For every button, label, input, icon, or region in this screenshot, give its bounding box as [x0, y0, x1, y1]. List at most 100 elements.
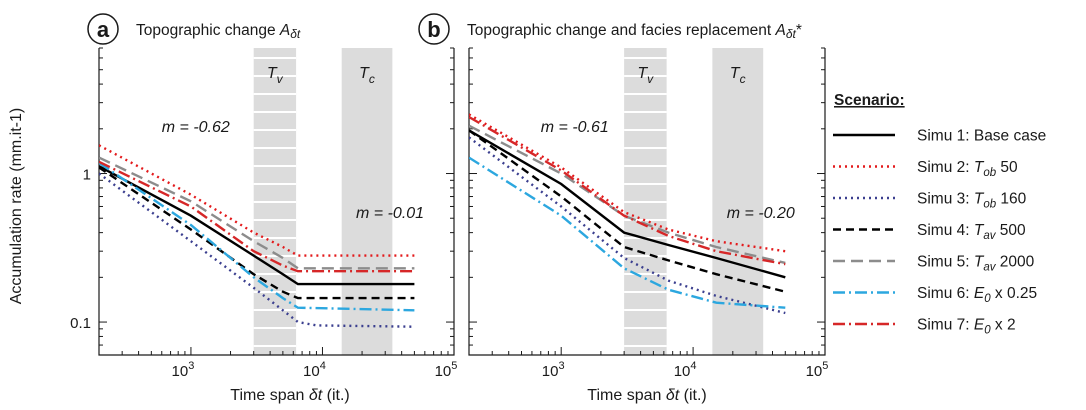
legend-label-pre: Simu 5: — [917, 254, 974, 271]
x-axis-label-b-suffix: (it.) — [679, 387, 707, 404]
x-tick-label-base-b: 10 — [806, 363, 823, 380]
legend: Scenario: Simu 1: Base case Simu 2: Tob 5… — [833, 92, 1046, 337]
panel-b-title-sym: A — [774, 22, 785, 39]
x-axis-label-a-suffix: (it.) — [322, 387, 350, 404]
y-tick-label-a: 0.1 — [70, 315, 91, 332]
panel-b-badge: b — [427, 17, 440, 42]
slope-annotation-b-m1: m = -0.61 — [541, 119, 609, 136]
band-tc-label-b: Tc — [730, 65, 746, 86]
panel-b-title: Topographic change and facies replacemen… — [467, 22, 802, 41]
series-line-1-a — [99, 165, 415, 286]
series-line-4-a — [99, 166, 415, 300]
y-tick-label-a: 1 — [83, 167, 91, 184]
x-tick-label-a: 103 — [172, 360, 195, 380]
panel-a-header: a Topographic change Aδt — [87, 13, 301, 45]
panel-a-title-sub: δt — [290, 27, 301, 41]
x-tick-label-base-a: 10 — [435, 363, 452, 380]
axes-frame-a — [98, 48, 455, 356]
series-line-3-a — [99, 172, 415, 328]
panel-a-title-text: Topographic change — [136, 22, 280, 39]
x-tick-label-exp-a: 5 — [451, 360, 457, 372]
band-tv-symbol-b: T — [637, 65, 648, 82]
series-line-2-a — [99, 144, 415, 257]
legend-label-sub: ob — [983, 199, 996, 211]
x-tick-label-b: 103 — [542, 360, 565, 380]
legend-label-4: Simu 4: Tav 500 — [917, 222, 1026, 242]
x-tick-label-exp-b: 3 — [558, 360, 564, 372]
series-line-5-b — [469, 124, 786, 265]
series-line-7-a — [99, 160, 415, 273]
legend-label-3: Simu 3: Tob 160 — [917, 191, 1027, 211]
legend-label-pre: Simu 4: — [917, 222, 974, 239]
series-group-a — [99, 144, 415, 328]
series-line-3-b — [469, 136, 786, 315]
series-line-6-b — [469, 156, 786, 309]
panel-b-title-text: Topographic change and facies replacemen… — [467, 22, 775, 39]
series-line-4-b — [469, 129, 786, 293]
x-tick-label-exp-a: 3 — [188, 360, 194, 372]
legend-label-sym: T — [974, 222, 985, 239]
legend-label-pre: Simu 2: — [917, 159, 974, 176]
panel-a-badge-circle — [87, 13, 119, 45]
legend-label-sym: E — [974, 285, 985, 302]
legend-label-post: x 2 — [991, 317, 1016, 334]
legend-label-sub: ob — [983, 167, 996, 179]
legend-label-sym: T — [974, 159, 985, 176]
x-tick-label-base-a: 10 — [303, 363, 320, 380]
band-tc-symbol-a: T — [359, 65, 370, 82]
band-tv-symbol-a: T — [267, 65, 278, 82]
panel-b-title-sub: δt — [786, 27, 797, 41]
legend-label-pre: Simu 3: — [917, 191, 974, 208]
legend-label-sub: av — [983, 262, 996, 274]
x-tick-label-a: 104 — [303, 360, 326, 380]
legend-label-post: 160 — [996, 191, 1027, 208]
series-line-6-a — [99, 161, 415, 312]
band-tc-b — [712, 48, 764, 355]
band-tc-sub-a: c — [369, 72, 375, 86]
legend-title: Scenario: — [834, 92, 905, 109]
x-tick-label-exp-b: 5 — [822, 360, 828, 372]
legend-label-sym: T — [974, 254, 985, 271]
band-tc-a — [341, 48, 393, 355]
x-axis-label-b-sym: δt — [666, 387, 680, 404]
legend-label-post: x 0.25 — [991, 285, 1038, 302]
band-tv-label-b: Tv — [637, 65, 654, 86]
legend-label-post: 2000 — [995, 254, 1034, 271]
x-tick-label-base-b: 10 — [542, 363, 559, 380]
band-tv-sub-b: v — [647, 72, 654, 86]
series-line-1-b — [469, 129, 786, 279]
legend-label-sub: 0 — [984, 325, 991, 337]
legend-label-sym: T — [974, 191, 985, 208]
y-axis-label: Accumulation rate (mm.it-1) — [8, 108, 25, 305]
legend-label-sub: av — [983, 230, 996, 242]
legend-label-5: Simu 5: Tav 2000 — [917, 254, 1035, 274]
x-axis-label-b-prefix: Time span — [587, 387, 666, 404]
panel-a-title: Topographic change Aδt — [136, 22, 301, 41]
slope-annotation-b-m2: m = -0.20 — [727, 205, 795, 222]
panel-a-badge: a — [97, 17, 110, 42]
series-group-b — [469, 113, 786, 315]
slope-annotation-a-m2: m = -0.01 — [356, 205, 424, 222]
legend-label-2: Simu 2: Tob 50 — [917, 159, 1018, 179]
x-tick-label-b: 104 — [674, 360, 697, 380]
x-tick-label-base-a: 10 — [172, 363, 189, 380]
legend-label-post: 50 — [996, 159, 1018, 176]
x-tick-label-a: 105 — [435, 360, 458, 380]
panel-b-badge-circle — [418, 13, 450, 45]
band-tv-sub-a: v — [277, 72, 284, 86]
legend-label-pre: Simu 1: Base case — [917, 128, 1046, 145]
legend-label-6: Simu 6: E0 x 0.25 — [917, 285, 1037, 305]
x-axis-label-a-prefix: Time span — [230, 387, 309, 404]
panel-b-title-suffix: * — [796, 22, 802, 39]
axes-frame-b — [468, 48, 826, 356]
panel-a-title-sym: A — [279, 22, 290, 39]
slope-annotation-a-m1: m = -0.62 — [162, 119, 230, 136]
x-tick-label-base-b: 10 — [674, 363, 691, 380]
legend-label-sym: E — [974, 317, 985, 334]
band-tv-label-a: Tv — [267, 65, 284, 86]
band-tc-label-a: Tc — [359, 65, 375, 86]
x-axis-label-a-sym: δt — [309, 387, 323, 404]
